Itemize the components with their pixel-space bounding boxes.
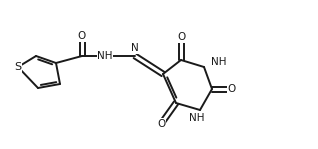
Text: O: O — [177, 32, 185, 42]
Text: O: O — [78, 31, 86, 41]
Text: O: O — [228, 84, 236, 94]
Text: NH: NH — [211, 57, 226, 67]
Text: NH: NH — [189, 113, 205, 123]
Text: NH: NH — [97, 51, 113, 61]
Text: S: S — [14, 62, 22, 72]
Text: N: N — [131, 43, 139, 53]
Text: O: O — [157, 119, 165, 129]
